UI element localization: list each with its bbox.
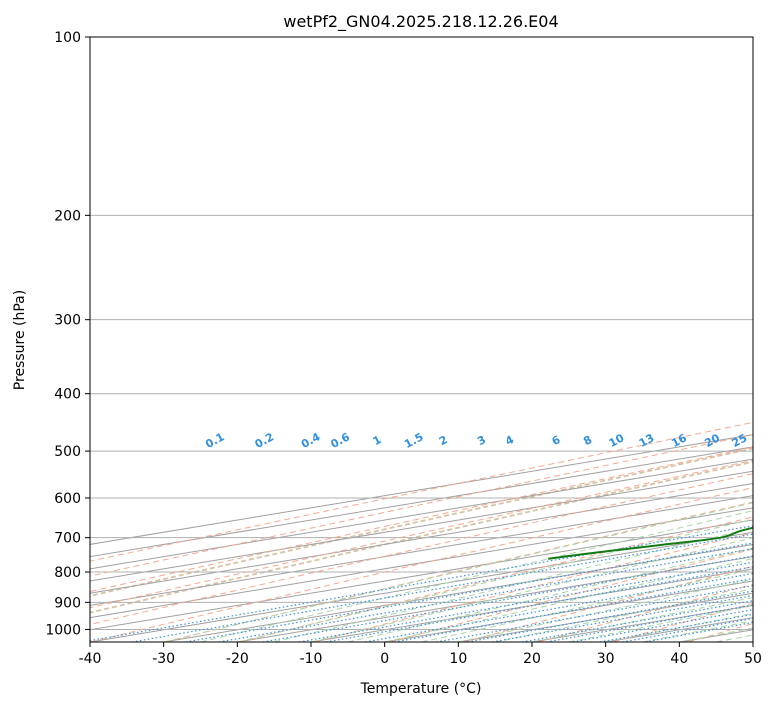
x-tick-label: 20	[523, 651, 541, 667]
y-tick-label: 300	[54, 313, 81, 329]
x-tick-label: 50	[744, 651, 762, 667]
x-axis-title: Temperature (°C)	[360, 681, 482, 697]
isotherm-line	[90, 531, 753, 642]
isotherm-line	[90, 458, 753, 570]
mixing-ratio-line	[546, 604, 753, 642]
y-tick-label: 400	[54, 387, 81, 403]
dry-adiabat-line	[688, 622, 753, 642]
mixing-ratio-line	[521, 600, 753, 642]
dry-adiabat-line	[90, 434, 753, 577]
dry-adiabat-line	[90, 459, 753, 609]
y-axis-title: Pressure (hPa)	[12, 290, 28, 390]
moist-adiabat-line	[531, 596, 753, 642]
mixing-ratio-label: 10	[607, 431, 627, 450]
mixing-ratio-label: 2	[437, 433, 450, 448]
mixing-ratio-label: 8	[581, 433, 594, 448]
profile-layer	[548, 526, 753, 560]
mixing-ratio-label: 20	[702, 431, 722, 450]
mixing-ratio-line	[131, 533, 753, 642]
plot-frame	[89, 36, 754, 643]
dry-adiabat-line	[90, 421, 753, 562]
mixing-ratio-label: 0.4	[299, 430, 323, 451]
ice-saturation-line	[90, 460, 753, 614]
y-tick-label: 900	[54, 595, 81, 611]
dry-adiabat-line	[239, 516, 753, 642]
dewpoint-profile-line	[548, 526, 753, 560]
isotherm-line	[90, 470, 753, 582]
y-tick-label: 1000	[45, 622, 81, 638]
isotherm-line	[605, 617, 753, 642]
x-tick-label: -40	[79, 651, 102, 667]
dry-adiabat-line	[763, 37, 775, 642]
mixing-ratio-label: 13	[637, 431, 657, 450]
dry-adiabat-line	[90, 446, 753, 593]
mixing-ratio-label: 0.1	[203, 430, 226, 451]
moist-adiabat-line	[605, 612, 753, 642]
chart-title: wetPf2_GN04.2025.218.12.26.E04	[283, 12, 558, 32]
y-tick-label: 200	[54, 208, 81, 224]
isotherm-layer	[90, 434, 753, 642]
mixing-ratio-line	[599, 613, 753, 642]
mixing-ratio-label: 6	[550, 433, 563, 448]
dry-adiabat-line	[165, 501, 753, 642]
isotherm-line	[90, 495, 753, 606]
isotherm-line	[752, 641, 753, 642]
mixing-ratio-line	[394, 577, 753, 642]
y-tick-label: 100	[54, 30, 81, 46]
moist-adiabat-line	[495, 588, 753, 642]
axes-layer: -40 -30 -20 -10 0 10 20 30 40 5010020030040050060…	[45, 30, 762, 667]
moist-adiabat-line	[384, 558, 753, 642]
moist-adiabat-line	[642, 620, 753, 642]
mixing-ratio-layer	[90, 525, 753, 642]
mixing-ratio-label: 4	[503, 433, 516, 448]
y-tick-label: 700	[54, 531, 81, 547]
isotherm-line	[90, 434, 753, 545]
x-tick-label: -20	[226, 651, 249, 667]
mixing-ratio-label: 16	[669, 431, 689, 450]
mixing-ratio-label: 1.5	[402, 430, 425, 451]
moist-adiabat-line	[163, 502, 753, 642]
mixing-ratio-label: 30	[752, 431, 772, 450]
isotherm-line	[163, 543, 753, 642]
isotherm-line	[90, 519, 753, 631]
moist-adiabat-line	[237, 518, 753, 642]
moist-adiabat-line	[274, 527, 753, 642]
isotherm-line	[90, 482, 753, 594]
plot-area: -100-90-80-70-60-50-40-30-20-10010203040…	[90, 37, 775, 642]
isotherm-line	[90, 507, 753, 619]
mixing-ratio-label: 1	[371, 433, 384, 448]
x-tick-label: 10	[449, 651, 467, 667]
x-tick-label: 30	[597, 651, 615, 667]
mixing-ratio-label: 3	[475, 433, 488, 448]
mixing-ratio-label: 0.2	[253, 430, 276, 451]
moist-adiabat-line	[200, 510, 753, 642]
dry-adiabat-line	[90, 473, 753, 625]
dry-adiabat-line	[463, 565, 753, 642]
dry-adiabat-line	[314, 532, 753, 642]
mixing-ratio-line	[572, 609, 753, 642]
mixing-ratio-line	[262, 555, 753, 642]
moist-adiabat-line	[716, 634, 753, 642]
mixing-ratio-line	[436, 585, 753, 642]
y-tick-label: 500	[54, 444, 81, 460]
x-tick-label: -10	[300, 651, 323, 667]
y-tick-label: 800	[54, 565, 81, 581]
isotherm-line	[90, 446, 753, 558]
y-tick-label: 600	[54, 491, 81, 507]
mixing-ratio-label: 0.6	[329, 430, 353, 451]
x-tick-label: -30	[152, 651, 175, 667]
mixing-ratio-line	[218, 548, 753, 642]
x-tick-label: 40	[670, 651, 688, 667]
dry-adiabat-layer	[90, 37, 775, 642]
moist-adiabat-line	[310, 537, 753, 642]
moist-adiabat-layer	[163, 502, 753, 642]
moist-adiabat-line	[458, 578, 753, 642]
mixing-ratio-line	[185, 542, 753, 642]
moist-adiabat-line	[679, 627, 753, 642]
x-tick-label: 0	[380, 651, 389, 667]
mixing-ratio-label: 25	[730, 431, 750, 450]
isotherm-line	[679, 629, 753, 642]
